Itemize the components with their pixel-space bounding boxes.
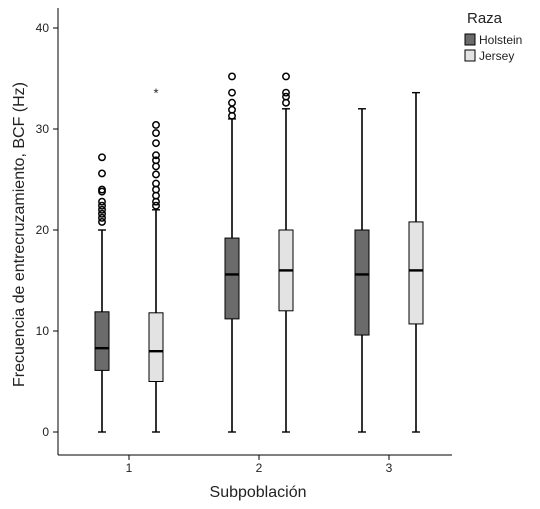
x-ticks: 1 2 3: [126, 455, 393, 475]
y-tick-label: 40: [36, 21, 50, 35]
axes: [57, 8, 452, 456]
outlier-point: [152, 129, 160, 137]
outlier-point: [152, 170, 160, 179]
box-jersey-3: [408, 91, 424, 433]
outlier-point: [152, 156, 160, 165]
outlier-point: [282, 92, 290, 101]
outlier-point: [152, 201, 160, 210]
legend-label-holstein: Holstein: [479, 33, 522, 47]
outlier-point: [98, 197, 106, 206]
outlier-point: [98, 169, 106, 178]
legend-swatch-jersey: [464, 49, 476, 62]
x-tick-label: 3: [386, 461, 393, 475]
box-holstein-3: [354, 108, 370, 433]
outlier-point: [152, 179, 160, 188]
box-iqr: [408, 221, 424, 325]
outlier-point: [98, 201, 106, 210]
outlier-point: [228, 98, 236, 107]
outlier-point: [228, 88, 236, 97]
outlier-point: [228, 72, 236, 81]
outlier-point: [98, 153, 106, 162]
legend-title: Raza: [467, 10, 503, 27]
x-tick-label: 2: [256, 461, 263, 475]
box-holstein-2: [224, 72, 240, 433]
box-jersey-1: *: [148, 86, 164, 433]
y-tick-label: 30: [36, 122, 50, 136]
legend-swatch-holstein: [464, 33, 476, 46]
outlier-point: [98, 185, 106, 194]
y-tick-label: 10: [36, 324, 50, 338]
y-ticks: 0 10 20 30 40: [36, 21, 58, 439]
y-tick-label: 20: [36, 223, 50, 237]
y-tick-label: 0: [42, 425, 49, 439]
x-tick-label: 1: [126, 461, 133, 475]
outlier-point: [152, 121, 160, 129]
box-iqr: [148, 312, 164, 383]
box-iqr: [224, 237, 240, 320]
x-axis-label: Subpoblación: [210, 484, 307, 501]
box-holstein-1: [94, 153, 110, 433]
y-axis-label: Frecuencia de entrecruzamiento, BCF (Hz): [11, 82, 28, 387]
outlier-point: [98, 209, 106, 218]
extreme-point: *: [153, 86, 158, 101]
legend-label-jersey: Jersey: [479, 49, 514, 63]
box-iqr: [94, 311, 110, 371]
outlier-point: [282, 72, 290, 81]
outlier-point: [152, 139, 160, 148]
outlier-point: [98, 217, 106, 226]
outlier-point: [98, 205, 106, 214]
box-jersey-2: [278, 72, 294, 433]
outlier-point: [282, 88, 290, 97]
outlier-point: [98, 213, 106, 222]
box-iqr: [354, 229, 370, 336]
outlier-point: [152, 151, 160, 160]
boxes: *: [94, 72, 424, 433]
legend: Raza Holstein Jersey: [464, 10, 522, 63]
